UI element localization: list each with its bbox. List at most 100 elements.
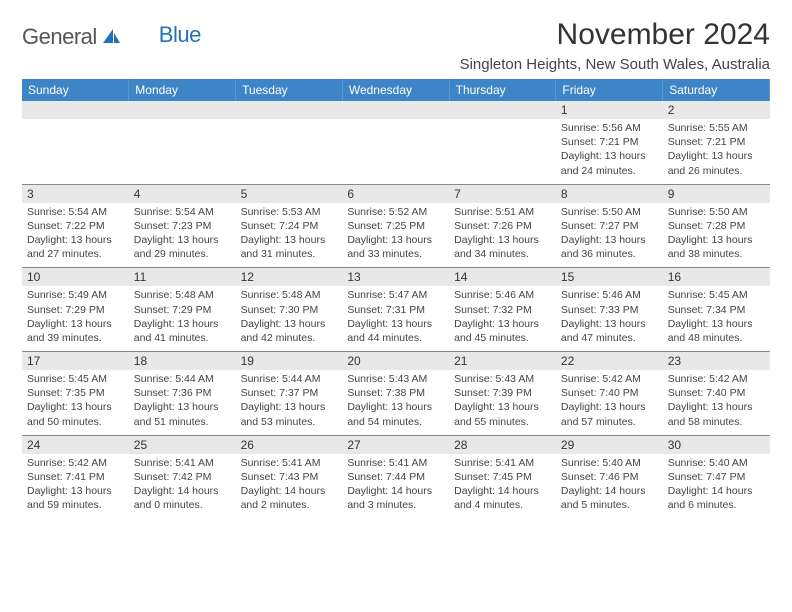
day-number <box>22 101 129 119</box>
day-number: 3 <box>22 185 129 203</box>
calendar-cell: 8Sunrise: 5:50 AMSunset: 7:27 PMDaylight… <box>556 184 663 268</box>
day-number: 20 <box>342 352 449 370</box>
day-number: 27 <box>342 436 449 454</box>
calendar-cell: 30Sunrise: 5:40 AMSunset: 7:47 PMDayligh… <box>663 435 770 518</box>
day-number: 13 <box>342 268 449 286</box>
calendar-cell: 5Sunrise: 5:53 AMSunset: 7:24 PMDaylight… <box>236 184 343 268</box>
calendar-week-row: 1Sunrise: 5:56 AMSunset: 7:21 PMDaylight… <box>22 101 770 184</box>
day-text: Sunrise: 5:47 AMSunset: 7:31 PMDaylight:… <box>342 286 449 351</box>
day-text: Sunrise: 5:41 AMSunset: 7:45 PMDaylight:… <box>449 454 556 519</box>
calendar-cell: 15Sunrise: 5:46 AMSunset: 7:33 PMDayligh… <box>556 268 663 352</box>
calendar-cell: 12Sunrise: 5:48 AMSunset: 7:30 PMDayligh… <box>236 268 343 352</box>
calendar-week-row: 17Sunrise: 5:45 AMSunset: 7:35 PMDayligh… <box>22 352 770 436</box>
calendar-cell: 23Sunrise: 5:42 AMSunset: 7:40 PMDayligh… <box>663 352 770 436</box>
day-number: 7 <box>449 185 556 203</box>
calendar-cell: 6Sunrise: 5:52 AMSunset: 7:25 PMDaylight… <box>342 184 449 268</box>
header: General Blue November 2024 Singleton Hei… <box>22 18 770 73</box>
day-number: 11 <box>129 268 236 286</box>
calendar-cell: 10Sunrise: 5:49 AMSunset: 7:29 PMDayligh… <box>22 268 129 352</box>
calendar-cell: 3Sunrise: 5:54 AMSunset: 7:22 PMDaylight… <box>22 184 129 268</box>
day-number <box>449 101 556 119</box>
calendar-cell: 19Sunrise: 5:44 AMSunset: 7:37 PMDayligh… <box>236 352 343 436</box>
weekday-header: Friday <box>556 79 663 101</box>
calendar-cell: 16Sunrise: 5:45 AMSunset: 7:34 PMDayligh… <box>663 268 770 352</box>
day-number: 16 <box>663 268 770 286</box>
weekday-header: Monday <box>129 79 236 101</box>
day-number: 6 <box>342 185 449 203</box>
calendar-cell: 11Sunrise: 5:48 AMSunset: 7:29 PMDayligh… <box>129 268 236 352</box>
day-text: Sunrise: 5:41 AMSunset: 7:43 PMDaylight:… <box>236 454 343 519</box>
day-number: 1 <box>556 101 663 119</box>
day-number: 17 <box>22 352 129 370</box>
day-number <box>129 101 236 119</box>
day-number: 24 <box>22 436 129 454</box>
day-text: Sunrise: 5:44 AMSunset: 7:36 PMDaylight:… <box>129 370 236 435</box>
day-text <box>236 119 343 179</box>
day-text <box>129 119 236 179</box>
calendar-cell: 7Sunrise: 5:51 AMSunset: 7:26 PMDaylight… <box>449 184 556 268</box>
calendar-cell: 26Sunrise: 5:41 AMSunset: 7:43 PMDayligh… <box>236 435 343 518</box>
day-text: Sunrise: 5:41 AMSunset: 7:44 PMDaylight:… <box>342 454 449 519</box>
day-text: Sunrise: 5:52 AMSunset: 7:25 PMDaylight:… <box>342 203 449 268</box>
day-number: 28 <box>449 436 556 454</box>
day-text: Sunrise: 5:45 AMSunset: 7:35 PMDaylight:… <box>22 370 129 435</box>
logo-sail-icon <box>101 27 121 48</box>
day-number: 5 <box>236 185 343 203</box>
day-text <box>22 119 129 179</box>
day-text: Sunrise: 5:43 AMSunset: 7:39 PMDaylight:… <box>449 370 556 435</box>
calendar-cell <box>342 101 449 184</box>
logo-word2: Blue <box>159 22 201 48</box>
day-text: Sunrise: 5:48 AMSunset: 7:30 PMDaylight:… <box>236 286 343 351</box>
day-text <box>342 119 449 179</box>
location: Singleton Heights, New South Wales, Aust… <box>460 56 770 73</box>
calendar-cell: 28Sunrise: 5:41 AMSunset: 7:45 PMDayligh… <box>449 435 556 518</box>
day-number: 30 <box>663 436 770 454</box>
weekday-header: Tuesday <box>236 79 343 101</box>
day-number: 14 <box>449 268 556 286</box>
calendar-cell: 24Sunrise: 5:42 AMSunset: 7:41 PMDayligh… <box>22 435 129 518</box>
day-text: Sunrise: 5:55 AMSunset: 7:21 PMDaylight:… <box>663 119 770 184</box>
day-text: Sunrise: 5:41 AMSunset: 7:42 PMDaylight:… <box>129 454 236 519</box>
day-text: Sunrise: 5:42 AMSunset: 7:41 PMDaylight:… <box>22 454 129 519</box>
calendar-cell <box>236 101 343 184</box>
calendar-cell: 18Sunrise: 5:44 AMSunset: 7:36 PMDayligh… <box>129 352 236 436</box>
day-text: Sunrise: 5:46 AMSunset: 7:33 PMDaylight:… <box>556 286 663 351</box>
calendar-cell <box>129 101 236 184</box>
calendar-cell: 27Sunrise: 5:41 AMSunset: 7:44 PMDayligh… <box>342 435 449 518</box>
day-text: Sunrise: 5:44 AMSunset: 7:37 PMDaylight:… <box>236 370 343 435</box>
logo: General Blue <box>22 24 201 50</box>
calendar-cell: 2Sunrise: 5:55 AMSunset: 7:21 PMDaylight… <box>663 101 770 184</box>
day-text: Sunrise: 5:51 AMSunset: 7:26 PMDaylight:… <box>449 203 556 268</box>
day-number <box>342 101 449 119</box>
day-number: 4 <box>129 185 236 203</box>
day-text: Sunrise: 5:48 AMSunset: 7:29 PMDaylight:… <box>129 286 236 351</box>
day-number: 15 <box>556 268 663 286</box>
day-number: 2 <box>663 101 770 119</box>
logo-word1: General <box>22 24 97 50</box>
day-text: Sunrise: 5:50 AMSunset: 7:28 PMDaylight:… <box>663 203 770 268</box>
day-number: 22 <box>556 352 663 370</box>
day-text: Sunrise: 5:54 AMSunset: 7:22 PMDaylight:… <box>22 203 129 268</box>
weekday-header: Thursday <box>449 79 556 101</box>
day-number: 9 <box>663 185 770 203</box>
day-text: Sunrise: 5:50 AMSunset: 7:27 PMDaylight:… <box>556 203 663 268</box>
calendar-cell: 14Sunrise: 5:46 AMSunset: 7:32 PMDayligh… <box>449 268 556 352</box>
calendar-cell: 22Sunrise: 5:42 AMSunset: 7:40 PMDayligh… <box>556 352 663 436</box>
weekday-header: Sunday <box>22 79 129 101</box>
day-number: 23 <box>663 352 770 370</box>
calendar-cell: 29Sunrise: 5:40 AMSunset: 7:46 PMDayligh… <box>556 435 663 518</box>
weekday-header-row: SundayMondayTuesdayWednesdayThursdayFrid… <box>22 79 770 101</box>
weekday-header: Saturday <box>663 79 770 101</box>
calendar-week-row: 24Sunrise: 5:42 AMSunset: 7:41 PMDayligh… <box>22 435 770 518</box>
day-text: Sunrise: 5:45 AMSunset: 7:34 PMDaylight:… <box>663 286 770 351</box>
month-title: November 2024 <box>460 18 770 52</box>
calendar-cell: 17Sunrise: 5:45 AMSunset: 7:35 PMDayligh… <box>22 352 129 436</box>
calendar-week-row: 10Sunrise: 5:49 AMSunset: 7:29 PMDayligh… <box>22 268 770 352</box>
day-number: 18 <box>129 352 236 370</box>
day-text: Sunrise: 5:54 AMSunset: 7:23 PMDaylight:… <box>129 203 236 268</box>
day-text: Sunrise: 5:43 AMSunset: 7:38 PMDaylight:… <box>342 370 449 435</box>
calendar-cell: 21Sunrise: 5:43 AMSunset: 7:39 PMDayligh… <box>449 352 556 436</box>
calendar-cell: 13Sunrise: 5:47 AMSunset: 7:31 PMDayligh… <box>342 268 449 352</box>
calendar-cell: 9Sunrise: 5:50 AMSunset: 7:28 PMDaylight… <box>663 184 770 268</box>
calendar-cell: 25Sunrise: 5:41 AMSunset: 7:42 PMDayligh… <box>129 435 236 518</box>
